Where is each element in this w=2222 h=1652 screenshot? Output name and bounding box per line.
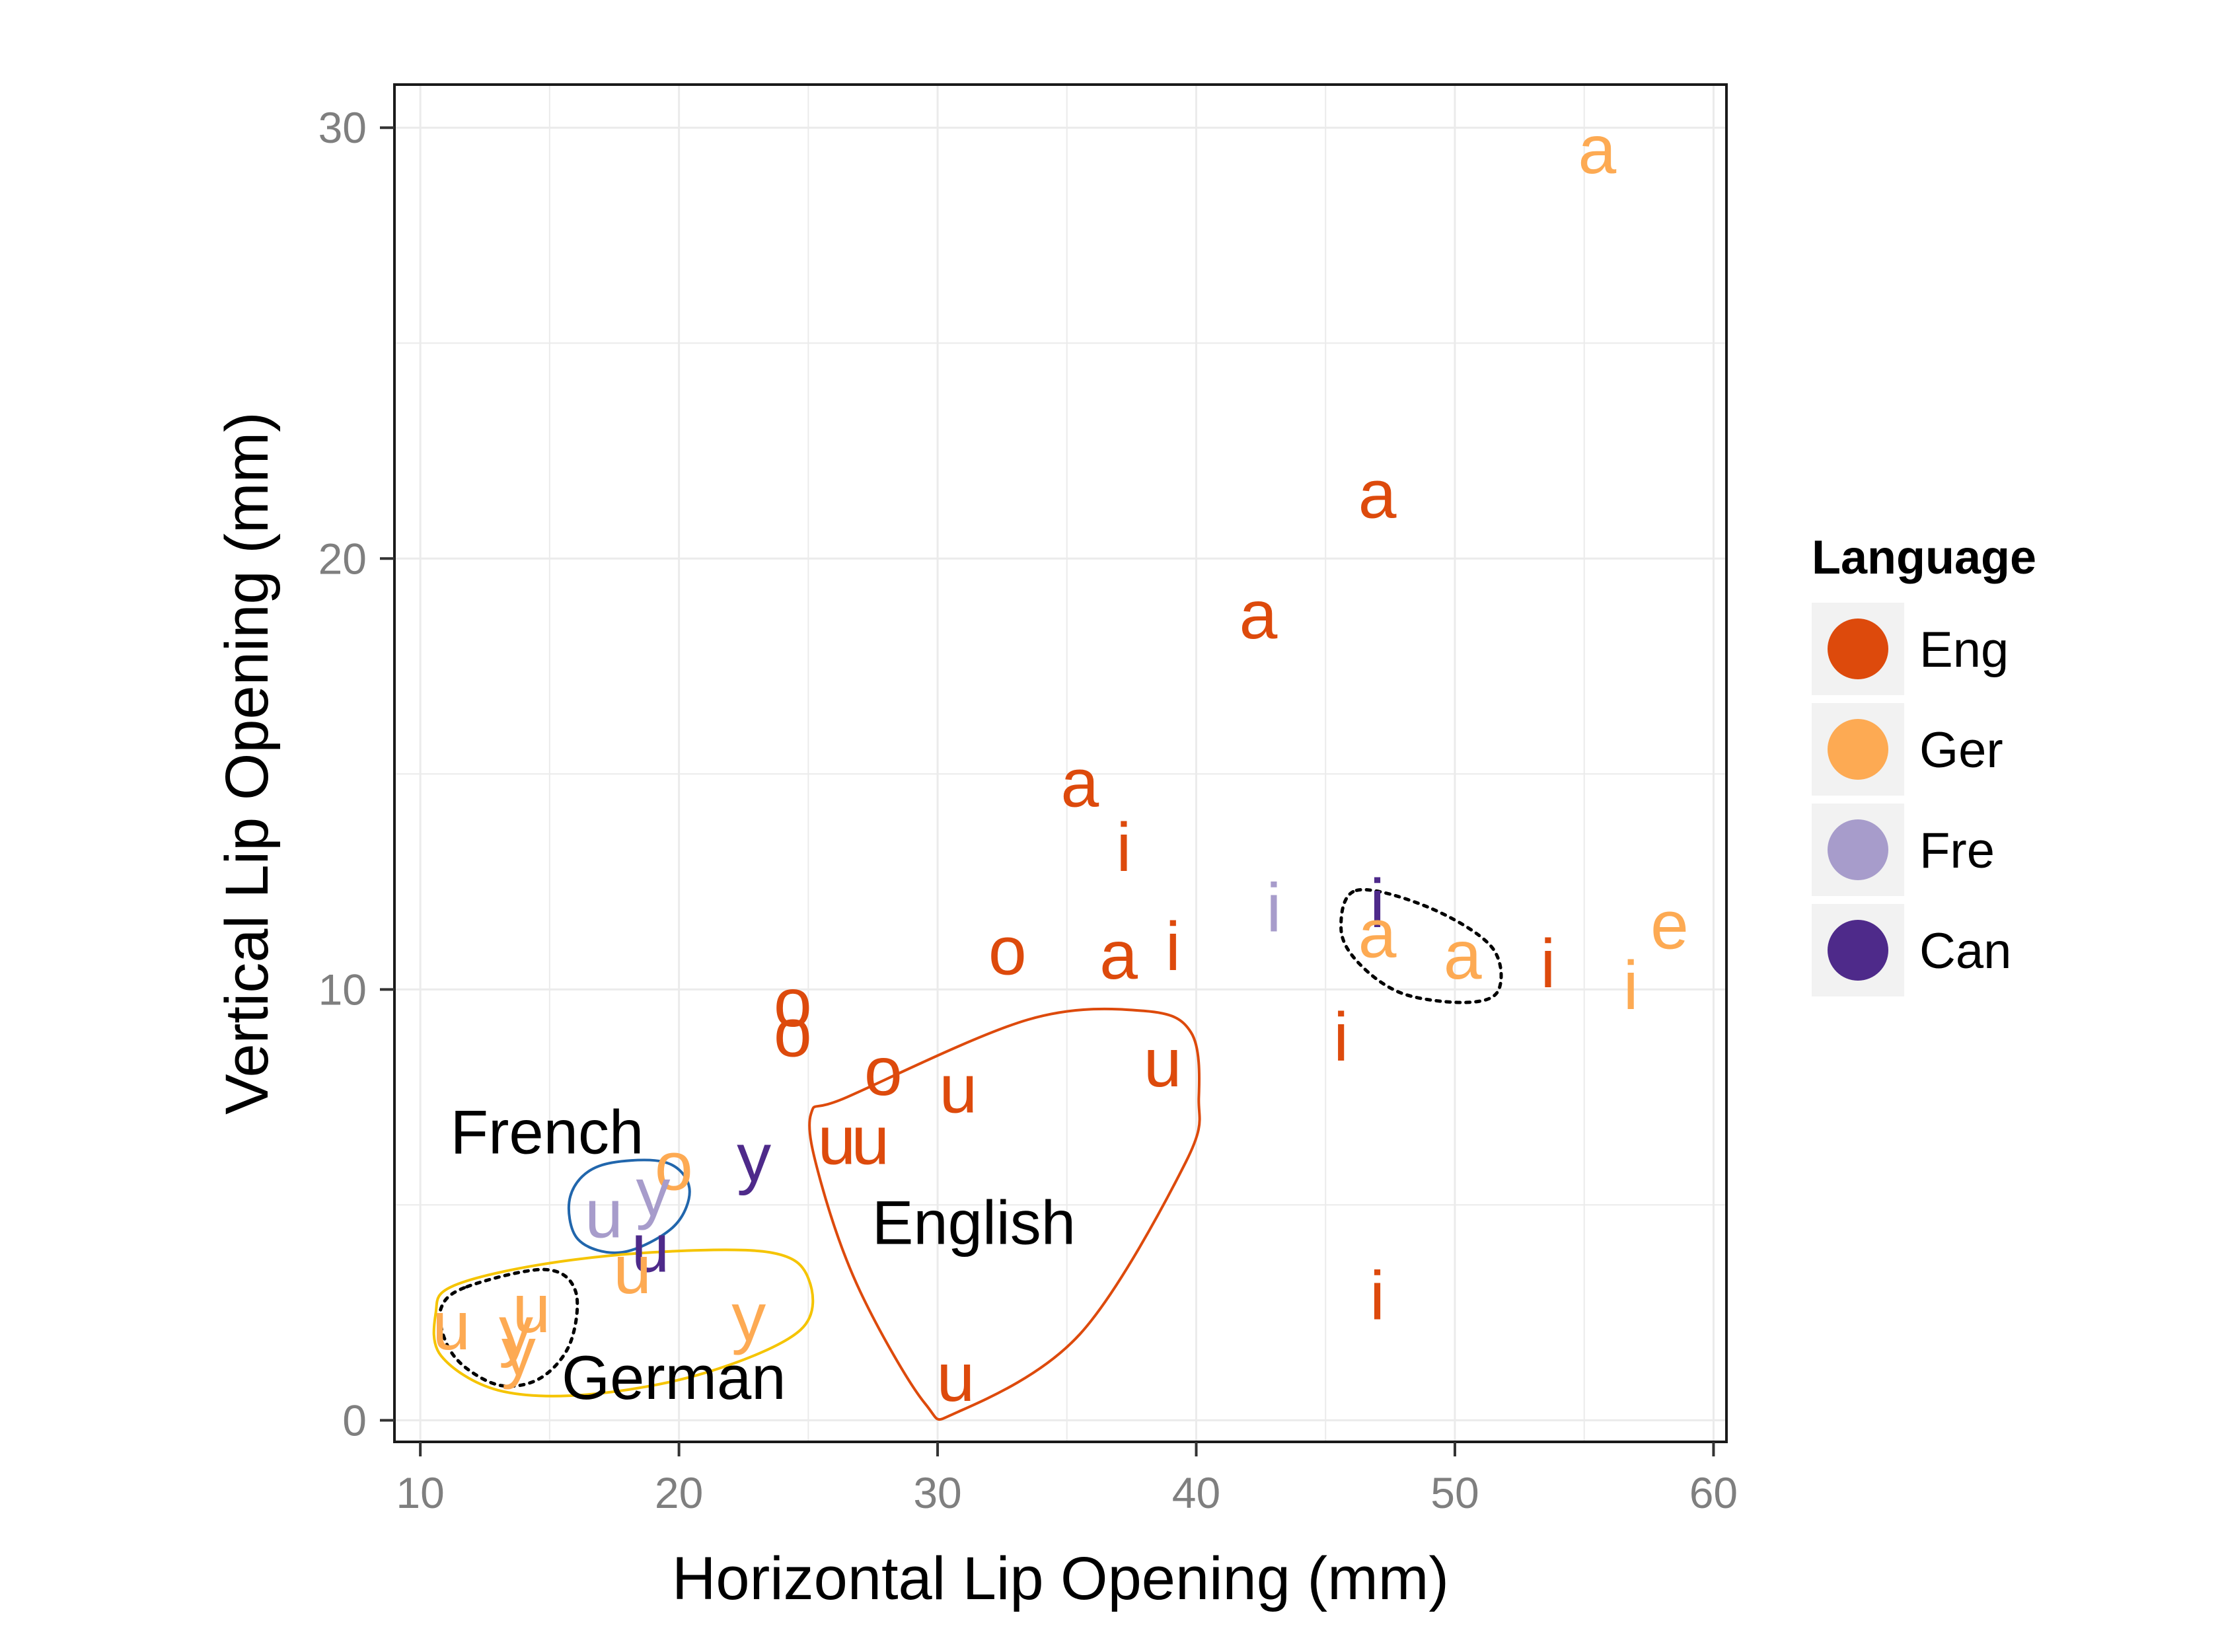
- vowel-point-fre: y: [636, 1154, 670, 1231]
- vowel-point-eng: u: [851, 1103, 889, 1180]
- vowel-point-ger: y: [731, 1279, 766, 1356]
- legend-key-fre: [1828, 819, 1888, 880]
- vowel-point-ger: u: [513, 1271, 551, 1347]
- region-annotations: French English German: [451, 1098, 1076, 1413]
- vowel-point-ger: a: [1578, 112, 1616, 188]
- panel-border: [393, 83, 1728, 1443]
- vowel-point-ger: e: [1650, 887, 1689, 964]
- vowel-point-eng: i: [1333, 999, 1349, 1076]
- vowel-point-ger: o: [655, 1129, 693, 1205]
- group-outlines: [432, 887, 1503, 1421]
- outline-french: [568, 1158, 691, 1254]
- vowel-point-eng: a: [1099, 917, 1138, 994]
- vowel-point-ger: u: [613, 1232, 651, 1308]
- vowel-point-ger: i: [1623, 948, 1639, 1024]
- outline-english: [808, 1007, 1201, 1421]
- vowel-point-eng: u: [937, 1339, 975, 1416]
- legend-key-eng: [1828, 619, 1888, 679]
- y-axis-title: Vertical Lip Opening (mm): [213, 412, 281, 1115]
- legend-key-ger: [1828, 719, 1888, 780]
- y-tick-label: 10: [318, 965, 367, 1014]
- vowel-point-eng: o: [774, 965, 812, 1041]
- vowel-point-ger: y: [501, 1314, 536, 1390]
- panel-background: [394, 85, 1726, 1442]
- vowel-point-eng: i: [1166, 909, 1181, 985]
- vowel-point-eng: i: [1370, 1258, 1385, 1334]
- x-axis-title: Horizontal Lip Opening (mm): [672, 1545, 1449, 1612]
- vowel-point-ger: a: [1358, 896, 1397, 973]
- axes: 10 20 30 40 50 60 0 10 20 30: [318, 103, 1738, 1517]
- vowel-point-eng: a: [1060, 745, 1099, 821]
- outline-low-vowel-cluster: [1339, 887, 1503, 1004]
- vowel-point-eng: i: [1540, 926, 1555, 1002]
- x-tick-label: 50: [1430, 1468, 1479, 1517]
- annotation-german: German: [562, 1343, 786, 1412]
- vowel-point-ger: y: [499, 1292, 533, 1369]
- vowel-point-eng: u: [1144, 1025, 1182, 1102]
- vowel-point-eng: i: [1116, 809, 1131, 886]
- vowel-point-eng: o: [864, 1033, 903, 1110]
- vowel-point-eng: a: [1358, 456, 1397, 533]
- vowel-point-eng: o: [774, 995, 812, 1072]
- vowel-point-can: y: [737, 1120, 771, 1197]
- legend-label-fre: Fre: [1919, 823, 1995, 879]
- annotation-english: English: [872, 1187, 1076, 1257]
- vowel-point-eng: a: [1240, 577, 1278, 654]
- vowel-point-ger: u: [432, 1288, 470, 1365]
- y-tick-label: 0: [342, 1396, 367, 1445]
- legend: Language Eng Ger Fre Can: [1812, 531, 2036, 996]
- legend-title: Language: [1812, 531, 2036, 584]
- x-tick-label: 40: [1172, 1468, 1220, 1517]
- vowel-point-fre: u: [585, 1176, 623, 1252]
- x-tick-label: 30: [913, 1468, 961, 1517]
- x-tick-label: 60: [1689, 1468, 1738, 1517]
- legend-label-eng: Eng: [1919, 622, 2009, 678]
- x-tick-label: 20: [655, 1468, 703, 1517]
- vowel-point-eng: u: [939, 1051, 977, 1127]
- legend-label-can: Can: [1919, 923, 2011, 979]
- vowel-point-eng: o: [988, 913, 1027, 990]
- annotation-french: French: [451, 1098, 644, 1167]
- vowel-point-fre: i: [1266, 870, 1281, 946]
- vowel-point-ger: a: [1444, 917, 1482, 994]
- outline-german: [432, 1248, 815, 1398]
- legend-entries: Eng Ger Fre Can: [1812, 603, 2011, 996]
- y-tick-label: 30: [318, 103, 367, 152]
- vowel-point-can: i: [1370, 866, 1385, 942]
- legend-key-can: [1828, 920, 1888, 981]
- grid-lines: [394, 85, 1726, 1442]
- y-tick-label: 20: [318, 534, 367, 583]
- vowel-point-eng: u: [817, 1103, 856, 1180]
- x-tick-label: 10: [396, 1468, 444, 1517]
- legend-label-ger: Ger: [1919, 722, 2003, 778]
- vowel-point-can: u: [632, 1211, 670, 1287]
- outline-german-core: [438, 1267, 579, 1388]
